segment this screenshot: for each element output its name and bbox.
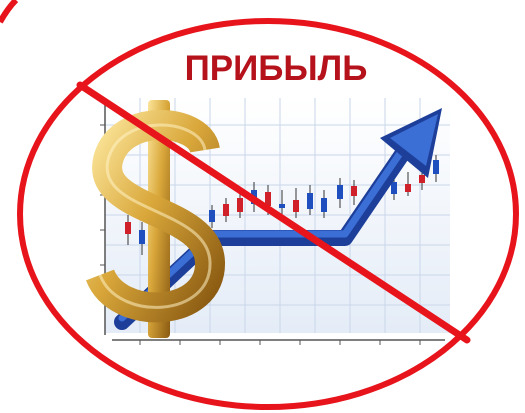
arrow-head-highlight xyxy=(390,114,438,166)
prohibition-ring xyxy=(17,18,519,410)
corner-arc xyxy=(0,0,19,24)
prohibition-slash xyxy=(76,81,471,344)
dollar-sign xyxy=(86,100,225,338)
title: ПРИБЫЛЬ xyxy=(185,49,368,88)
chart-illustration xyxy=(86,98,450,345)
